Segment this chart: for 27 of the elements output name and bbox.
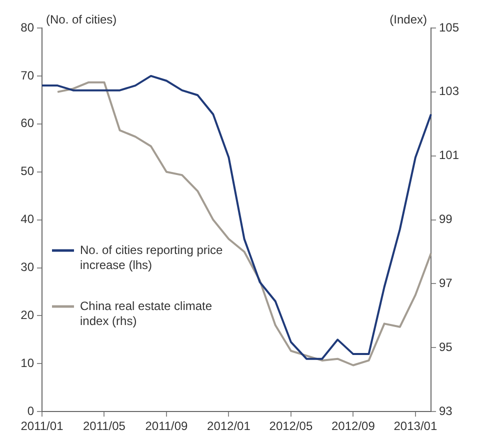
legend-label: China real estate climate index (rhs): [80, 298, 212, 328]
y-tick-label: 70: [20, 68, 34, 82]
y-tick-label: 80: [20, 20, 34, 34]
x-tick-label: 2012/01: [207, 419, 251, 434]
y2-tick-label: 97: [439, 276, 453, 290]
y-axis-title: (No. of cities): [46, 12, 117, 26]
y2-tick-label: 101: [439, 148, 460, 162]
legend-label: No. of cities reporting price increase (lhs): [80, 242, 224, 272]
y-tick-label: 10: [20, 356, 34, 370]
y-tick-label: 60: [20, 116, 34, 130]
x-tick-label: 2011/05: [82, 419, 126, 434]
y-tick-label: 40: [20, 212, 34, 226]
x-tick-label: 2011/01: [20, 419, 64, 434]
x-tick-label: 2012/05: [269, 419, 313, 434]
y-tick-label: 0: [27, 404, 34, 418]
y-tick-label: 50: [20, 164, 34, 178]
y2-tick-label: 103: [439, 84, 460, 98]
y2-tick-label: 105: [439, 20, 460, 34]
x-tick-label: 2011/09: [145, 419, 188, 434]
y2-tick-label: 95: [439, 340, 453, 354]
y2-axis-title: (Index): [390, 12, 427, 26]
y-tick-label: 30: [20, 260, 34, 274]
y2-tick-label: 99: [439, 212, 453, 226]
x-tick-label: 2013/01: [394, 419, 438, 434]
y2-tick-label: 93: [439, 404, 453, 418]
x-tick-label: 2012/09: [332, 419, 376, 434]
y-tick-label: 20: [20, 308, 34, 322]
